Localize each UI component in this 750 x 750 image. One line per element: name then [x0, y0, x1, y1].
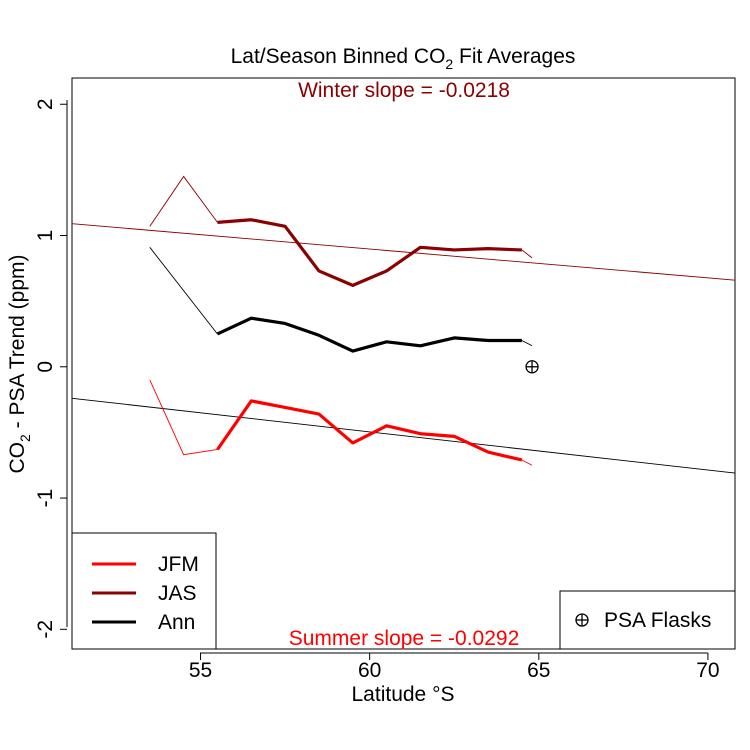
winter-fit-line	[71, 223, 736, 281]
legend2-label: PSA Flasks	[604, 609, 711, 632]
series-ann-line	[216, 316, 522, 353]
series-jfm-line	[216, 399, 523, 462]
x-axis-label: Latitude °S	[352, 683, 455, 706]
y-tick-label: 0	[34, 361, 57, 373]
y-tick-label: 2	[34, 98, 57, 110]
x-ticks: 55 60 65 70	[189, 653, 720, 682]
psa-flask-marker	[525, 360, 539, 374]
plot-frame	[71, 77, 736, 650]
series-ann-end-thin	[521, 340, 533, 347]
y-tick-label: -2	[34, 620, 57, 639]
y-tick-label: 1	[34, 230, 57, 242]
series-jfm-start-thin	[149, 379, 218, 456]
title-subscript: 2	[445, 56, 453, 72]
x-tick-label: 65	[527, 659, 550, 682]
chart-title: Lat/Season Binned CO2 Fit Averages	[231, 45, 576, 72]
summer-fit-line	[71, 397, 736, 474]
series-ann-start-thin	[149, 247, 218, 335]
y-axis-label: CO2 - PSA Trend (ppm)	[6, 254, 33, 473]
legend-label-ann: Ann	[158, 611, 195, 634]
legend-label-jas: JAS	[158, 582, 197, 605]
y-ticks: -2 -1 0 1 2	[34, 98, 67, 639]
legend: JFM JAS Ann	[71, 532, 217, 650]
fit-lines	[71, 223, 736, 474]
psa-flask-legend-icon	[575, 613, 589, 627]
series-lines	[149, 175, 533, 466]
x-tick-label: 60	[358, 659, 381, 682]
legend-psa-flasks: PSA Flasks	[559, 590, 736, 650]
y-tick-label: -1	[34, 489, 57, 508]
ylabel-subscript: 2	[17, 434, 33, 442]
series-jas-end-thin	[521, 249, 533, 259]
series-jfm-end-thin	[521, 459, 533, 466]
x-tick-label: 55	[189, 659, 212, 682]
legend-box	[71, 532, 217, 650]
series-jas-start-thin	[149, 175, 218, 227]
winter-slope-annotation: Winter slope = -0.0218	[298, 79, 510, 102]
summer-slope-annotation: Summer slope = -0.0292	[289, 627, 520, 650]
series-jas-line	[217, 218, 522, 287]
legend2-box	[559, 590, 736, 650]
x-tick-label: 70	[696, 659, 719, 682]
legend-label-jfm: JFM	[158, 553, 199, 576]
